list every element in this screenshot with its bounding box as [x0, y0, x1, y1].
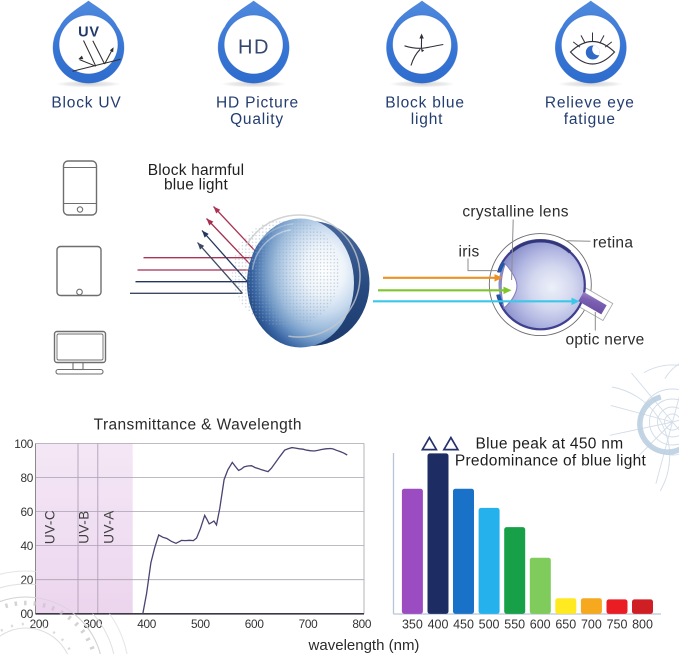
- svg-text:40: 40: [20, 539, 33, 553]
- svg-text:HD: HD: [238, 37, 270, 59]
- svg-text:iris: iris: [459, 244, 480, 261]
- svg-text:HD Picture: HD Picture: [216, 94, 299, 111]
- svg-text:100: 100: [14, 437, 34, 451]
- svg-text:20: 20: [20, 573, 33, 587]
- svg-text:500: 500: [479, 618, 500, 632]
- svg-text:Blue peak at 450 nm: Blue peak at 450 nm: [476, 436, 624, 453]
- svg-text:500: 500: [191, 617, 211, 631]
- svg-text:UV-A: UV-A: [102, 510, 117, 544]
- svg-text:retina: retina: [593, 234, 634, 251]
- svg-text:60: 60: [20, 505, 33, 519]
- svg-text:700: 700: [581, 618, 602, 632]
- svg-text:Relieve eye: Relieve eye: [545, 94, 635, 111]
- svg-text:UV-C: UV-C: [43, 510, 58, 544]
- svg-text:UV-B: UV-B: [77, 510, 92, 544]
- svg-text:light: light: [411, 111, 443, 128]
- svg-text:700: 700: [299, 617, 319, 631]
- svg-text:550: 550: [504, 618, 525, 632]
- svg-text:UV: UV: [78, 25, 100, 41]
- svg-text:450: 450: [453, 618, 474, 632]
- svg-text:400: 400: [137, 617, 157, 631]
- svg-text:crystalline lens: crystalline lens: [462, 204, 568, 221]
- svg-text:Block UV: Block UV: [51, 94, 121, 111]
- svg-text:wavelength (nm): wavelength (nm): [308, 637, 420, 654]
- svg-text:80: 80: [20, 471, 33, 485]
- svg-text:350: 350: [402, 618, 423, 632]
- svg-text:600: 600: [245, 617, 265, 631]
- svg-text:750: 750: [607, 618, 628, 632]
- svg-text:fatigue: fatigue: [564, 111, 616, 128]
- svg-text:600: 600: [530, 618, 551, 632]
- svg-text:300: 300: [83, 617, 103, 631]
- svg-text:650: 650: [555, 618, 576, 632]
- svg-text:Transmittance & Wavelength: Transmittance & Wavelength: [94, 417, 302, 434]
- svg-text:blue light: blue light: [164, 177, 229, 194]
- svg-text:Quality: Quality: [230, 111, 284, 128]
- svg-text:optic nerve: optic nerve: [565, 332, 644, 349]
- svg-text:Predominance of blue light: Predominance of blue light: [455, 453, 647, 470]
- svg-text:800: 800: [352, 617, 372, 631]
- svg-text:800: 800: [632, 618, 653, 632]
- svg-text:400: 400: [428, 618, 449, 632]
- svg-text:Block blue: Block blue: [385, 94, 465, 111]
